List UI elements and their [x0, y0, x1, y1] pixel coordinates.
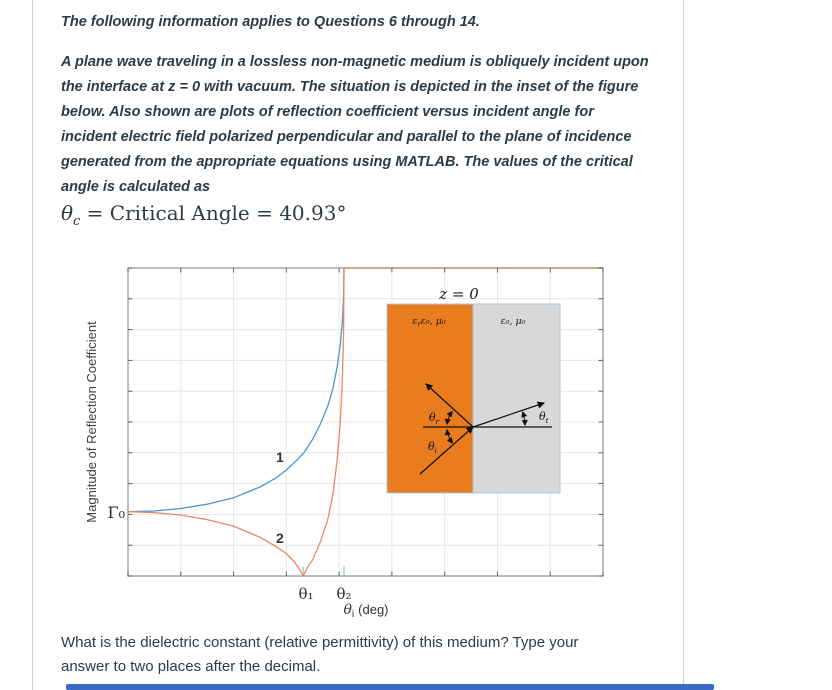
statement-line: the interface at z = 0 with vacuum. The … — [61, 79, 639, 95]
statement-line: A plane wave traveling in a lossless non… — [61, 54, 649, 70]
problem-statement: A plane wave traveling in a lossless non… — [61, 50, 649, 200]
question-text: What is the dielectric constant (relativ… — [61, 631, 578, 678]
theta-subscript: c — [73, 214, 81, 229]
info-heading: The following information applies to Que… — [61, 14, 480, 30]
question-line: What is the dielectric constant (relativ… — [61, 634, 579, 651]
question-card: The following information applies to Que… — [32, 0, 714, 690]
statement-line: incident electric field polarized perpen… — [61, 129, 632, 145]
statement-line: angle is calculated as — [61, 179, 211, 195]
statement-line: generated from the appropriate equations… — [61, 154, 633, 170]
theta-symbol: θ — [61, 201, 74, 225]
critical-angle-formula: θc = Critical Angle = 40.93° — [61, 201, 346, 229]
answer-input-accent-bar[interactable] — [66, 684, 714, 690]
statement-line: below. Also shown are plots of reflectio… — [61, 104, 594, 120]
formula-value: = Critical Angle = 40.93° — [80, 201, 347, 225]
question-line: answer to two places after the decimal. — [61, 657, 321, 675]
